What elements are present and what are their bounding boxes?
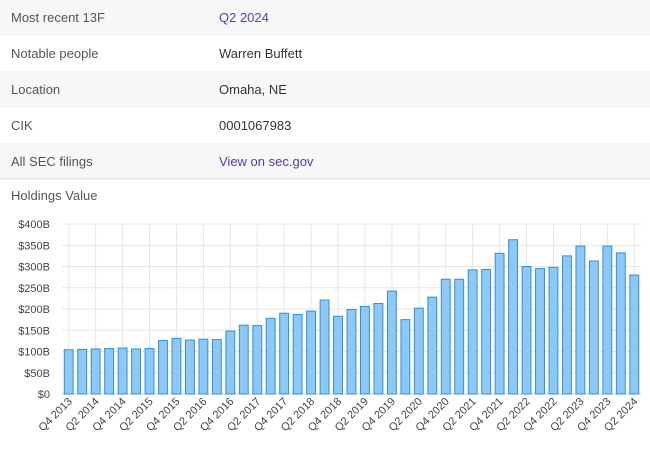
info-row-location: Location Omaha, NE [0,72,650,108]
section-divider [0,178,650,179]
bar-q2-2015[interactable] [144,348,155,395]
bar-q1-2016[interactable] [184,339,195,395]
info-value: Warren Buffett [219,46,303,61]
bar-q4-2013[interactable] [63,349,74,395]
most-recent-13f-link[interactable]: Q2 2024 [219,10,269,25]
bar-q4-2022[interactable] [548,266,559,395]
bar-q3-2021[interactable] [481,268,492,395]
info-row-notable-people: Notable people Warren Buffett [0,36,650,72]
bar-q1-2023[interactable] [561,255,572,395]
bar-q2-2019[interactable] [360,305,370,395]
bar-q1-2020[interactable] [400,319,411,395]
info-value: 0001067983 [219,118,292,133]
bar-q3-2019[interactable] [373,302,384,395]
y-tick-label: $300B [18,262,50,274]
bar-q3-2017[interactable] [265,317,276,395]
y-tick-label: $400B [18,219,50,231]
y-tick-label: $0 [38,389,50,401]
bar-q4-2020[interactable] [440,278,451,395]
info-value: Omaha, NE [219,82,287,97]
bar-q3-2015[interactable] [158,339,168,395]
bar-q4-2017[interactable] [279,312,290,395]
bar-q2-2016[interactable] [198,338,209,395]
info-row-cik: CIK 0001067983 [0,108,650,144]
bar-q3-2018[interactable] [319,299,330,395]
bar-q1-2021[interactable] [454,278,465,395]
bar-q2-2023[interactable] [575,245,586,395]
y-tick-label: $250B [18,283,50,295]
holdings-value-chart: $0 $50B $100B $150B $200B $250B $300B $350B $400… [18,219,641,434]
bar-q1-2015[interactable] [131,348,142,395]
info-row-sec-filings: All SEC filings View on sec.gov [0,144,650,180]
bar-q1-2022[interactable] [508,239,519,395]
bar-q1-2014[interactable] [77,348,88,395]
bar-q4-2016[interactable] [225,330,236,395]
info-label: CIK [11,118,33,133]
info-label: All SEC filings [11,154,93,169]
bar-q3-2023[interactable] [588,260,599,395]
bar-q4-2018[interactable] [333,315,343,395]
bar-q1-2018[interactable] [292,314,303,395]
chart-title: Holdings Value [11,188,98,203]
bar-q4-2015[interactable] [171,337,182,395]
bars [63,239,640,395]
bar-q2-2018[interactable] [306,310,317,395]
bar-q1-2019[interactable] [346,308,357,395]
info-label: Notable people [11,46,99,61]
y-tick-label: $150B [18,325,50,337]
y-tick-label: $100B [18,347,50,359]
bar-q3-2016[interactable] [211,339,222,395]
bar-q4-2021[interactable] [494,252,505,395]
bar-q1-2017[interactable] [238,324,249,395]
bar-q2-2014[interactable] [90,348,101,395]
bar-q2-2020[interactable] [413,307,424,395]
info-row-most-recent-13f: Most recent 13F Q2 2024 [0,0,650,36]
y-tick-label: $50B [24,368,50,380]
bar-q2-2017[interactable] [252,325,263,395]
y-tick-label: $200B [18,304,50,316]
bar-q3-2022[interactable] [535,268,545,395]
bar-q2-2022[interactable] [521,266,532,395]
bar-q1-2024[interactable] [615,252,626,395]
company-info-table: Most recent 13F Q2 2024 Notable people W… [0,0,650,180]
bar-q4-2014[interactable] [117,347,128,395]
view-on-sec-link[interactable]: View on sec.gov [219,154,314,169]
bar-q4-2023[interactable] [602,245,613,395]
info-label: Most recent 13F [11,10,105,25]
bar-q3-2020[interactable] [427,296,438,395]
y-axis-ticks: $0 $50B $100B $150B $200B $250B $300B $350B $400… [18,219,50,401]
bar-q2-2021[interactable] [467,269,478,395]
info-label: Location [11,82,61,97]
y-tick-label: $350B [18,240,50,252]
bar-q4-2019[interactable] [386,290,397,395]
bar-q2-2024[interactable] [629,274,640,395]
bar-q3-2014[interactable] [104,348,115,395]
